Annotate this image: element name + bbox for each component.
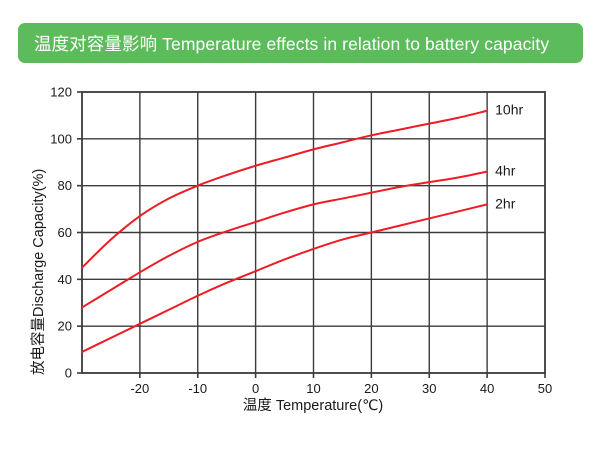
y-tick-label: 60: [58, 225, 72, 240]
chart-container: 放电容量Discharge Capacity(%) 温度 Temperature…: [0, 70, 600, 451]
series-line-4hr: [81, 170, 489, 309]
y-tick-labels: 0 20 40 60 80 100 120: [50, 85, 72, 381]
series-line-10hr: [81, 109, 489, 269]
x-tick-labels: -20 -10 0 10 20 30 40 50: [130, 381, 552, 396]
x-tick-label: 30: [422, 381, 436, 396]
series-labels: 10hr 4hr 2hr: [495, 102, 523, 212]
x-tick-label: -10: [188, 381, 207, 396]
y-tick-label: 120: [50, 85, 72, 100]
x-tick-label: 10: [306, 381, 320, 396]
x-tick-label: 50: [538, 381, 552, 396]
series-label-2hr: 2hr: [495, 195, 516, 211]
x-tick-label: 20: [364, 381, 378, 396]
y-axis-title-text: 放电容量Discharge Capacity(%): [30, 169, 47, 375]
series-label-4hr: 4hr: [495, 163, 516, 179]
data-series-lines: [81, 109, 489, 353]
y-tick-label: 20: [58, 319, 72, 334]
x-tick-label: 0: [252, 381, 259, 396]
y-tick-label: 40: [58, 272, 72, 287]
y-tick-label: 100: [50, 131, 72, 146]
x-axis-title-text: 温度 Temperature(℃): [243, 397, 383, 414]
chart-title-banner: 温度对容量影响 Temperature effects in relation …: [18, 23, 583, 63]
y-axis-title: 放电容量Discharge Capacity(%): [30, 169, 47, 375]
grid-lines: [82, 92, 545, 373]
series-label-10hr: 10hr: [495, 102, 523, 118]
x-tick-label: -20: [130, 381, 149, 396]
x-tick-label: 40: [480, 381, 494, 396]
axis-ticks: [77, 91, 546, 378]
page-title: 温度对容量影响 Temperature effects in relation …: [34, 33, 550, 54]
temperature-capacity-line-chart: 放电容量Discharge Capacity(%) 温度 Temperature…: [30, 85, 552, 415]
y-tick-label: 0: [65, 366, 72, 381]
series-line-2hr: [81, 203, 489, 353]
y-tick-label: 80: [58, 178, 72, 193]
